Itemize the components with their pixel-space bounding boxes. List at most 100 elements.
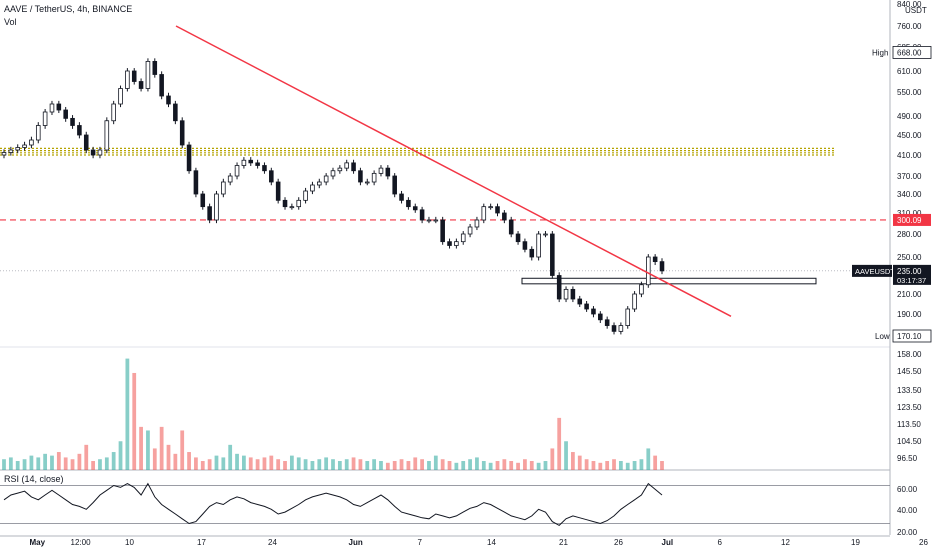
rsi-tick-label: 60.00 — [897, 485, 918, 494]
candle-body — [460, 233, 466, 243]
volume-bar — [440, 459, 445, 470]
volume-bar — [139, 426, 143, 470]
volume-bar — [557, 417, 562, 470]
candle-body — [289, 206, 295, 209]
price-tick-label: 840.00 — [897, 0, 922, 9]
low-value-box — [892, 329, 932, 343]
candle-body — [337, 167, 343, 172]
volume-bar — [276, 459, 281, 470]
volume-bar — [420, 459, 424, 470]
candle-body — [269, 170, 274, 183]
volume-bar — [77, 453, 82, 470]
candle-body — [652, 256, 658, 263]
volume-bar — [159, 426, 164, 470]
candle-body — [214, 193, 219, 221]
high-value-box — [892, 46, 932, 59]
low-label: Low — [875, 332, 890, 341]
candle-body — [495, 206, 500, 214]
candle-body — [536, 233, 541, 258]
volume-bar — [283, 461, 287, 470]
candle-body — [70, 117, 75, 126]
volume-bar — [392, 461, 397, 470]
candle-body — [159, 74, 164, 97]
candle-body — [502, 212, 507, 221]
candle-body — [508, 219, 514, 235]
time-tick-label: 7 — [418, 538, 423, 547]
candle-body — [447, 241, 452, 246]
candle-body — [234, 165, 240, 177]
volume-bar — [91, 461, 95, 470]
volume-bar — [413, 457, 418, 470]
time-tick-label: 21 — [559, 538, 568, 547]
volume-bar — [104, 457, 109, 470]
candle-body — [474, 219, 480, 228]
support-zone-box — [521, 277, 817, 285]
low-value: 170.10 — [897, 332, 922, 341]
symbol-title: AAVE / TetherUS, 4h, BINANCE — [4, 4, 133, 14]
volume-bar — [385, 462, 390, 470]
candle-body — [15, 147, 20, 151]
candle-body — [131, 70, 137, 82]
time-tick-label: 24 — [268, 538, 277, 547]
candle-body — [104, 120, 110, 151]
candle-body — [659, 261, 665, 272]
candle-body — [556, 275, 562, 300]
volume-bar — [63, 457, 68, 470]
volume-tick-label: 104.50 — [897, 437, 922, 446]
candle-body — [90, 149, 96, 156]
time-tick-label: 6 — [718, 538, 723, 547]
volume-bar — [324, 457, 329, 470]
volume-bar — [612, 459, 616, 470]
volume-bar — [98, 459, 102, 470]
volume-bar — [447, 461, 452, 470]
rsi-tick-label: 40.00 — [897, 506, 918, 515]
volume-bar — [571, 452, 575, 470]
volume-bar — [29, 455, 34, 470]
volume-bar — [56, 452, 61, 470]
candle-body — [207, 206, 212, 221]
volume-bar — [180, 430, 185, 470]
volume-bar — [584, 459, 589, 470]
candle-body — [406, 199, 411, 208]
volume-bar — [214, 455, 219, 470]
time-tick-label: 10 — [125, 538, 134, 547]
volume-bar — [331, 459, 335, 470]
trendline — [175, 25, 732, 317]
candle-body — [173, 103, 178, 122]
countdown: 03:17:37 — [897, 276, 926, 285]
candle-body — [454, 241, 459, 246]
volume-bar — [461, 461, 466, 470]
candle-body — [200, 193, 206, 208]
volume-bar — [509, 461, 514, 470]
candle-body — [639, 284, 644, 295]
candle-body — [419, 209, 425, 221]
volume-bar — [632, 461, 637, 470]
candle-body — [262, 165, 267, 172]
volume-bar — [235, 453, 239, 470]
volume-bar — [488, 462, 493, 470]
rsi-label: RSI (14, close) — [4, 474, 64, 484]
volume-bar — [536, 462, 541, 470]
volume-bar — [495, 461, 500, 470]
price-tick-label: 370.00 — [897, 172, 922, 181]
candle-body — [118, 88, 123, 105]
candle-body — [22, 144, 27, 148]
volume-bar — [166, 444, 171, 470]
candle-body — [351, 162, 356, 172]
volume-bar — [221, 457, 226, 470]
candle-body — [481, 206, 487, 221]
candle-body — [166, 95, 171, 105]
time-tick-label: Jul — [662, 538, 674, 547]
candle-body — [35, 125, 41, 141]
candle-body — [358, 170, 363, 183]
volume-bar — [269, 455, 274, 470]
candle-body — [515, 233, 521, 243]
candle-body — [310, 184, 315, 192]
candle-body — [56, 103, 62, 111]
volume-bar — [194, 457, 198, 470]
volume-bar — [523, 459, 527, 470]
candle-body — [303, 190, 308, 201]
volume-bar — [365, 461, 370, 470]
candle-body — [83, 134, 89, 151]
